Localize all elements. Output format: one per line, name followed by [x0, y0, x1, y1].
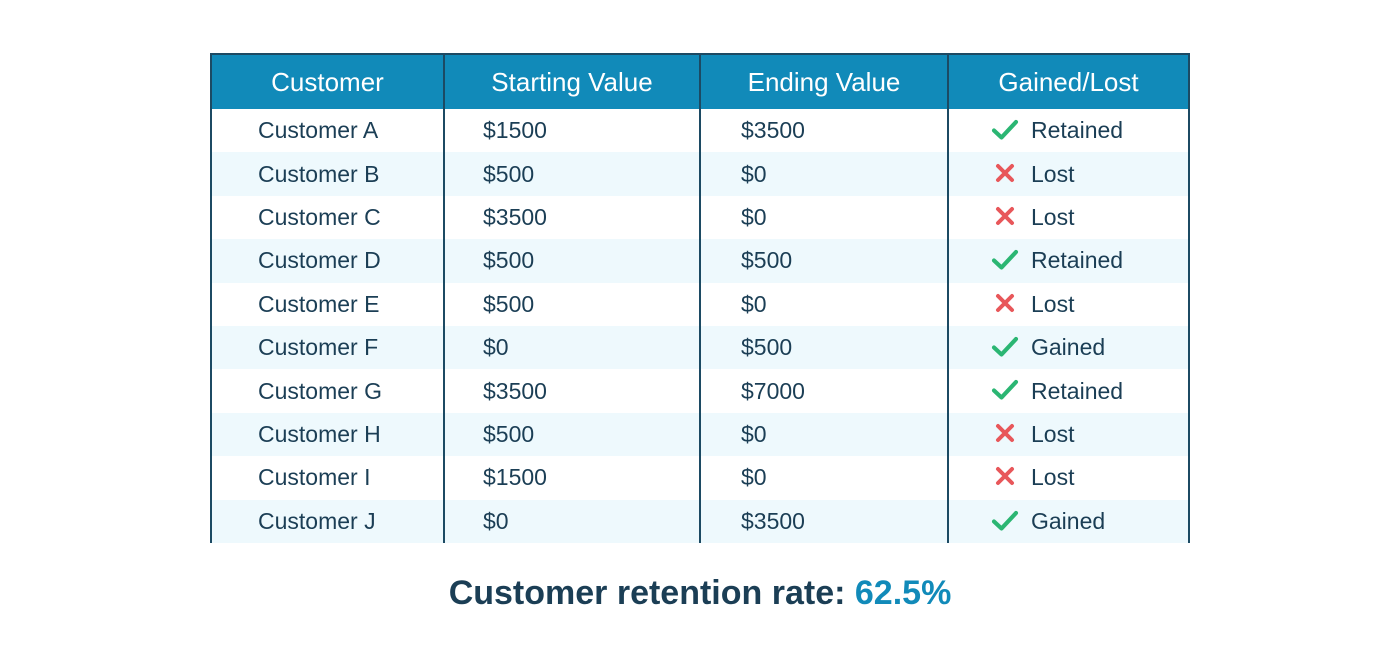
check-icon — [991, 378, 1019, 402]
column-header-customer: Customer — [212, 55, 444, 109]
table-row: Customer F $0 $500 Gained — [212, 325, 1188, 370]
cross-icon — [991, 292, 1019, 316]
column-header-gained-lost: Gained/Lost — [947, 55, 1188, 109]
ending-value-cell: $7000 — [699, 369, 948, 413]
starting-value-cell: $1500 — [443, 456, 700, 500]
starting-value-cell: $500 — [443, 152, 700, 196]
starting-value-cell: $3500 — [443, 195, 700, 240]
table-row: Customer I $1500 $0 Lost — [212, 456, 1188, 500]
starting-value-cell: $500 — [443, 412, 700, 457]
cross-icon — [991, 205, 1019, 229]
retention-rate-value: 62.5% — [854, 574, 952, 612]
customer-name-cell: Customer B — [258, 160, 380, 187]
status-cell: Gained — [947, 499, 1188, 543]
status-cell: Retained — [947, 369, 1188, 413]
table-row: Customer J $0 $3500 Gained — [212, 499, 1188, 543]
customer-name-cell: Customer D — [258, 247, 381, 274]
customer-name-cell: Customer A — [258, 117, 379, 144]
customer-name-cell: Customer J — [258, 507, 376, 534]
table-row: Customer G $3500 $7000 Retained — [212, 369, 1188, 413]
status-cell: Gained — [947, 325, 1188, 370]
table-row: Customer B $500 $0 Lost — [212, 152, 1188, 196]
status-label: Lost — [1031, 420, 1075, 447]
status-cell: Retained — [947, 109, 1188, 153]
cross-icon — [991, 465, 1019, 489]
status-label: Lost — [1031, 160, 1075, 187]
status-cell: Lost — [947, 282, 1188, 326]
customer-name-cell: Customer G — [258, 377, 382, 404]
status-cell: Lost — [947, 412, 1188, 457]
starting-value-cell: $3500 — [443, 369, 700, 413]
status-cell: Retained — [947, 239, 1188, 283]
column-header-starting-value: Starting Value — [443, 55, 700, 109]
check-icon — [991, 509, 1019, 533]
starting-value-cell: $500 — [443, 282, 700, 326]
status-cell: Lost — [947, 456, 1188, 500]
starting-value-cell: $0 — [443, 499, 700, 543]
customer-name-cell: Customer H — [258, 420, 381, 447]
customer-name-cell: Customer E — [258, 290, 380, 317]
status-label: Lost — [1031, 203, 1075, 230]
starting-value-cell: $0 — [443, 325, 700, 370]
status-label: Retained — [1031, 247, 1124, 274]
table-row: Customer H $500 $0 Lost — [212, 412, 1188, 457]
cross-icon — [991, 162, 1019, 186]
status-label: Retained — [1031, 377, 1124, 404]
status-label: Lost — [1031, 290, 1075, 317]
check-icon — [991, 248, 1019, 272]
starting-value-cell: $500 — [443, 239, 700, 283]
customer-name-cell: Customer C — [258, 203, 381, 230]
retention-table: Customer Starting Value Ending Value Gai… — [210, 53, 1190, 543]
customer-table: Customer Starting Value Ending Value Gai… — [212, 55, 1188, 543]
status-label: Retained — [1031, 117, 1124, 144]
status-cell: Lost — [947, 152, 1188, 196]
table-row: Customer C $3500 $0 Lost — [212, 195, 1188, 240]
ending-value-cell: $0 — [699, 456, 948, 500]
column-header-ending-value: Ending Value — [699, 55, 948, 109]
ending-value-cell: $3500 — [699, 109, 948, 153]
check-icon — [991, 118, 1019, 142]
starting-value-cell: $1500 — [443, 109, 700, 153]
cross-icon — [991, 422, 1019, 446]
table-body: Customer A $1500 $3500 Retained Customer B $5… — [212, 109, 1188, 543]
status-label: Lost — [1031, 464, 1075, 491]
ending-value-cell: $0 — [699, 282, 948, 326]
summary-label: Customer retention rate: — [448, 574, 846, 612]
table-row: Customer E $500 $0 Lost — [212, 282, 1188, 326]
customer-name-cell: Customer I — [258, 464, 371, 491]
table-header-row: Customer Starting Value Ending Value Gai… — [212, 55, 1188, 109]
ending-value-cell: $3500 — [699, 499, 948, 543]
ending-value-cell: $0 — [699, 152, 948, 196]
customer-name-cell: Customer F — [258, 334, 379, 361]
status-label: Gained — [1031, 334, 1106, 361]
retention-summary: Customer retention rate: 62.5% — [0, 574, 1400, 613]
ending-value-cell: $500 — [699, 325, 948, 370]
ending-value-cell: $500 — [699, 239, 948, 283]
check-icon — [991, 335, 1019, 359]
ending-value-cell: $0 — [699, 195, 948, 240]
table-row: Customer A $1500 $3500 Retained — [212, 109, 1188, 153]
table-row: Customer D $500 $500 Retained — [212, 239, 1188, 283]
status-cell: Lost — [947, 195, 1188, 240]
ending-value-cell: $0 — [699, 412, 948, 457]
status-label: Gained — [1031, 507, 1106, 534]
